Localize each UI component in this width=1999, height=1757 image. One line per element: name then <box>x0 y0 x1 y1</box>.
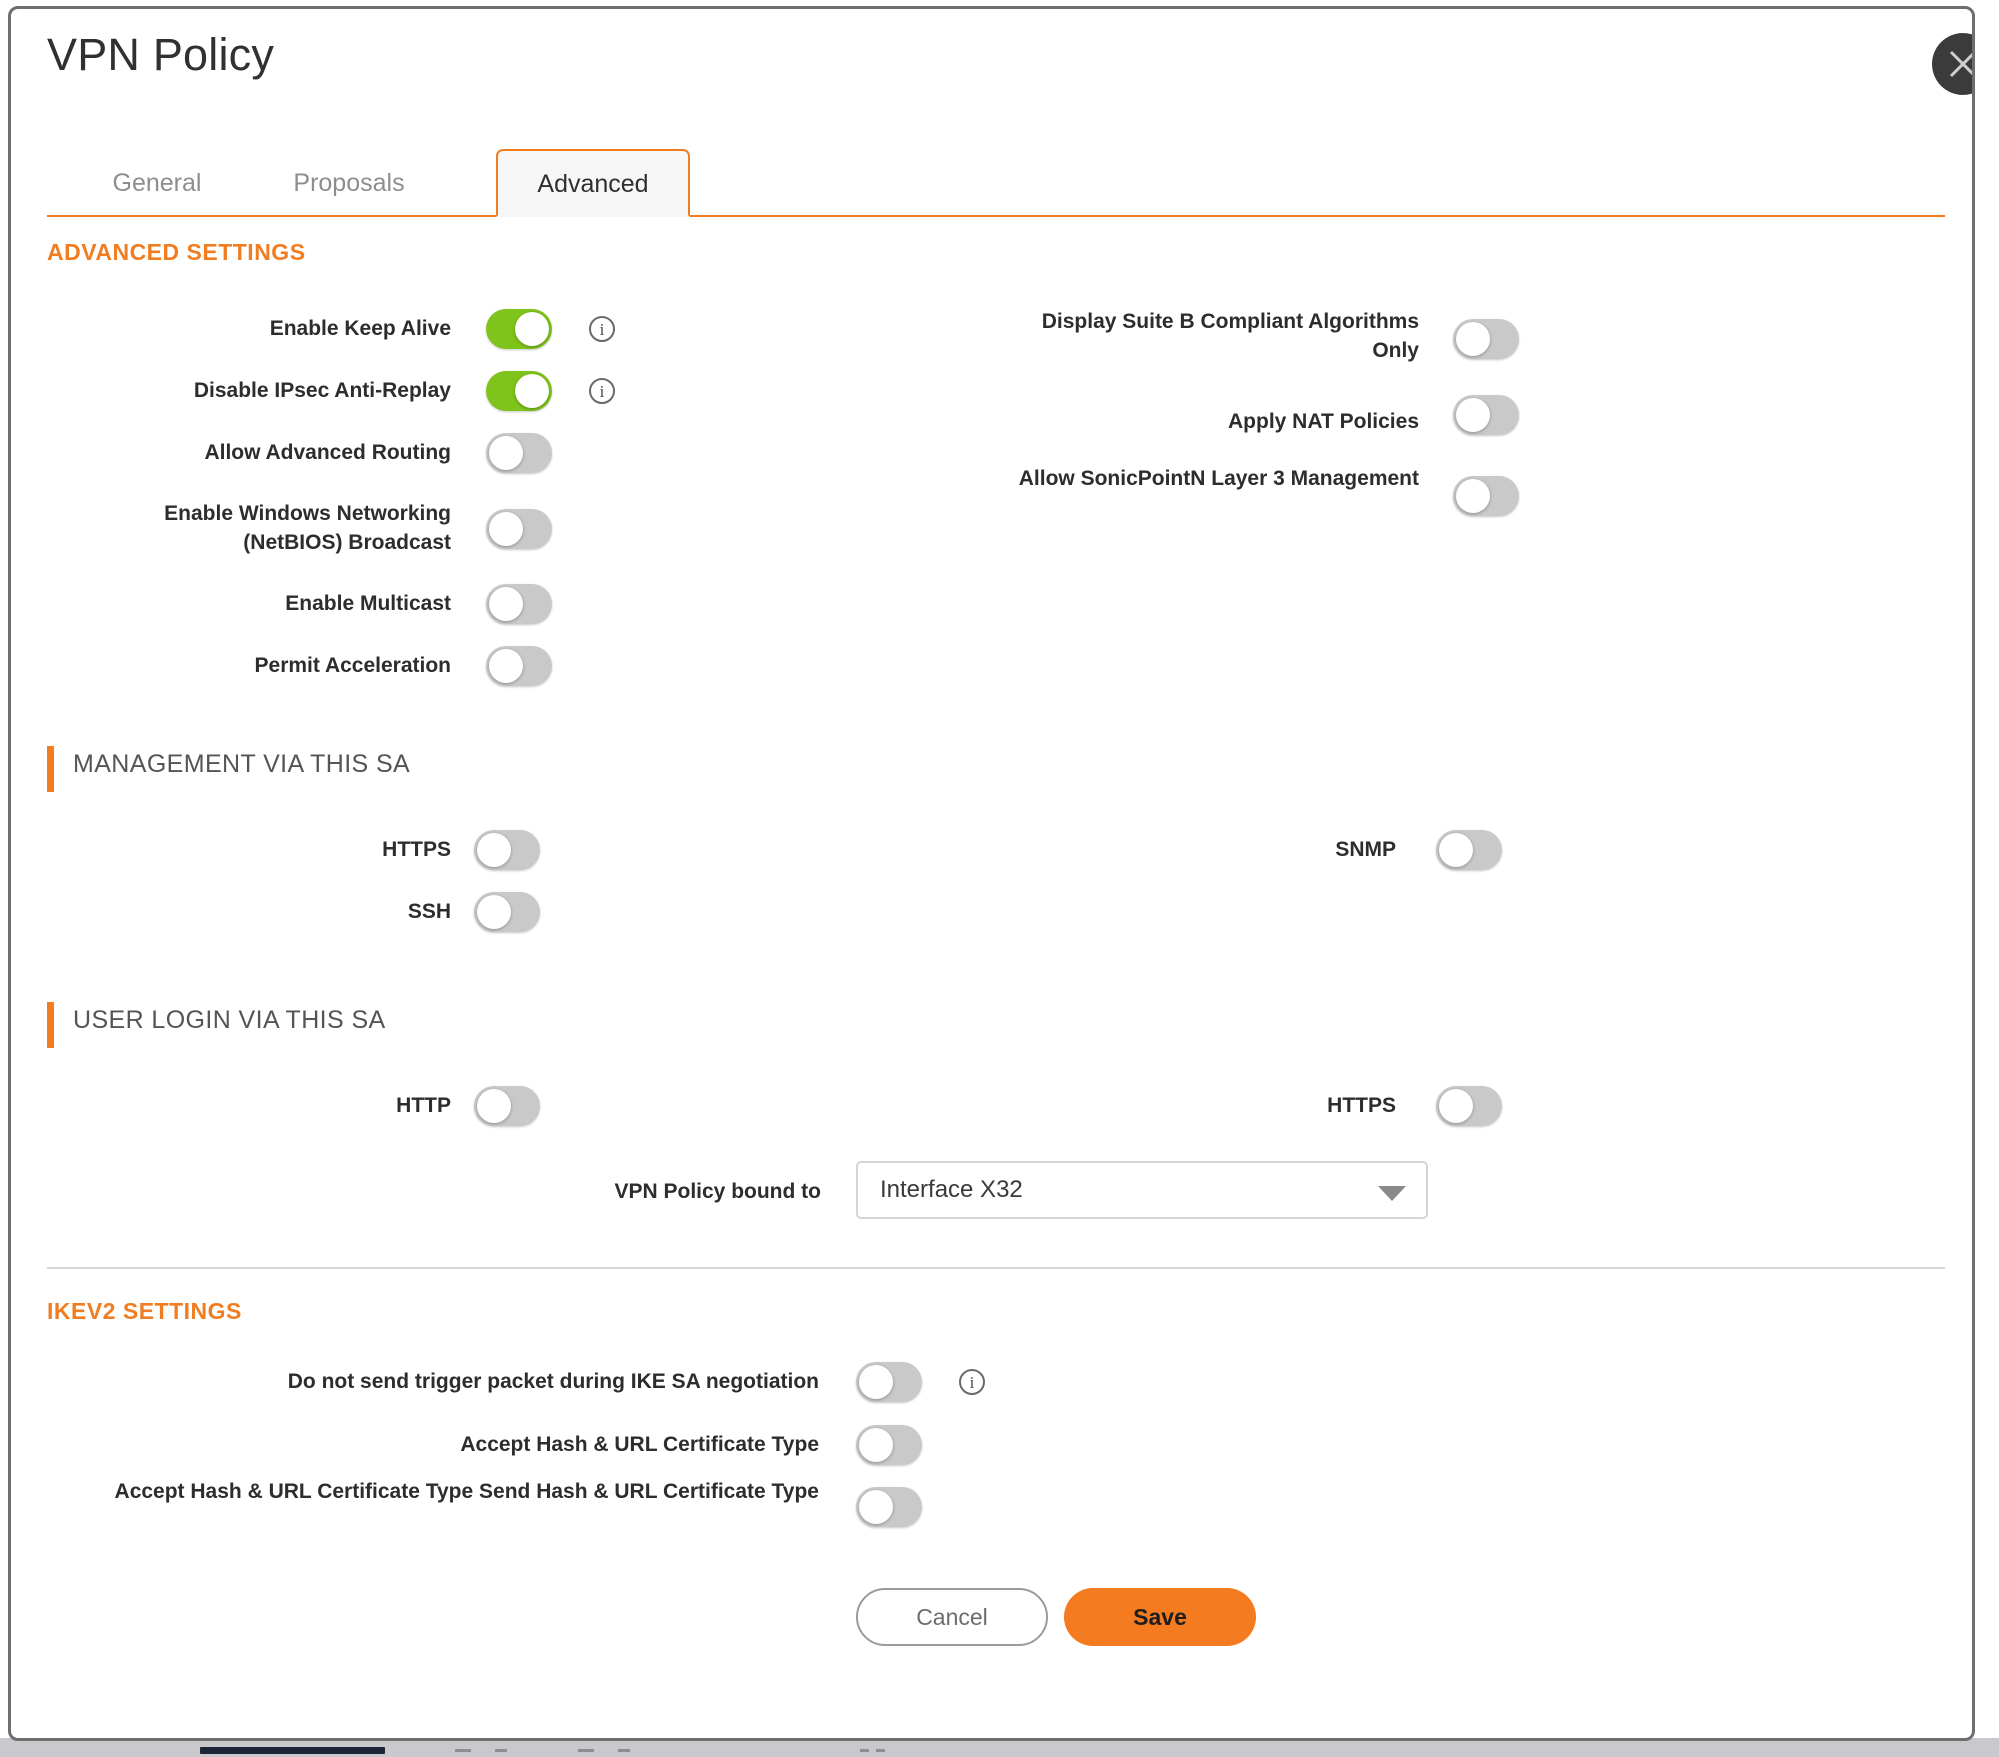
toggle-knob <box>859 1490 893 1524</box>
advanced-settings-heading: ADVANCED SETTINGS <box>47 239 306 265</box>
toggle-knob <box>859 1428 893 1462</box>
tab-bar: General Proposals Advanced <box>47 149 1945 217</box>
toggle-display-suite-b-compliant-algorithms-only[interactable] <box>1453 319 1519 359</box>
section-divider <box>47 1267 1945 1269</box>
label-accept-hash-url-certificate-type: Accept Hash & URL Certificate Type <box>460 1433 819 1456</box>
label-management-snmp: SNMP <box>1335 838 1396 861</box>
taskbar-item <box>200 1747 385 1754</box>
label-do-not-send-trigger-packet: Do not send trigger packet during IKE SA… <box>287 1370 819 1393</box>
section-title: USER LOGIN VIA THIS SA <box>73 1006 386 1034</box>
toggle-knob <box>1456 322 1490 356</box>
toggle-management-https[interactable] <box>474 830 540 870</box>
toggle-knob <box>477 1089 511 1123</box>
taskbar-tick <box>860 1749 869 1752</box>
info-icon-enable-keep-alive[interactable]: i <box>589 316 615 342</box>
toggle-accept-send-hash-url-certificate-type[interactable] <box>856 1487 922 1527</box>
taskbar-tick <box>876 1749 885 1752</box>
toggle-enable-multicast[interactable] <box>486 584 552 624</box>
section-title: MANAGEMENT VIA THIS SA <box>73 750 411 778</box>
toggle-user-login-https[interactable] <box>1436 1086 1502 1126</box>
label-allow-advanced-routing: Allow Advanced Routing <box>204 441 451 464</box>
toggle-accept-hash-url-certificate-type[interactable] <box>856 1425 922 1465</box>
toggle-knob <box>489 649 523 683</box>
tab-proposals[interactable]: Proposals <box>265 149 433 217</box>
taskbar-tick <box>495 1749 507 1752</box>
toggle-disable-ipsec-anti-replay[interactable] <box>486 371 552 411</box>
toggle-user-login-http[interactable] <box>474 1086 540 1126</box>
tab-advanced[interactable]: Advanced <box>496 149 690 217</box>
label-vpn-policy-bound-to: VPN Policy bound to <box>614 1180 821 1203</box>
label-display-suite-b-compliant-algorithms-only: Display Suite B Compliant Algorithms Onl… <box>1041 310 1419 362</box>
toggle-knob <box>489 512 523 546</box>
tab-general[interactable]: General <box>87 149 227 217</box>
label-management-ssh: SSH <box>407 900 451 923</box>
toggle-permit-acceleration[interactable] <box>486 646 552 686</box>
toggle-knob <box>1456 398 1490 432</box>
cancel-button[interactable]: Cancel <box>856 1588 1048 1646</box>
toggle-allow-advanced-routing[interactable] <box>486 433 552 473</box>
info-icon-disable-ipsec-anti-replay[interactable]: i <box>589 378 615 404</box>
label-accept-send-hash-url-certificate-type: Accept Hash & URL Certificate Type Send … <box>114 1480 819 1503</box>
label-permit-acceleration: Permit Acceleration <box>254 654 451 677</box>
toggle-enable-keep-alive[interactable] <box>486 309 552 349</box>
label-apply-nat-policies: Apply NAT Policies <box>1228 410 1419 433</box>
toggle-allow-sonicpointn-layer-3-management[interactable] <box>1453 476 1519 516</box>
page-title: VPN Policy <box>47 29 275 80</box>
label-user-login-http: HTTP <box>396 1094 451 1117</box>
toggle-knob <box>489 587 523 621</box>
toggle-knob <box>515 374 549 408</box>
label-disable-ipsec-anti-replay: Disable IPsec Anti-Replay <box>193 379 451 402</box>
toggle-do-not-send-trigger-packet[interactable] <box>856 1362 922 1402</box>
section-accent-bar <box>47 746 54 792</box>
select-vpn-policy-bound-to[interactable]: Interface X32 <box>856 1161 1428 1219</box>
toggle-knob <box>489 436 523 470</box>
label-allow-sonicpointn-layer-3-management: Allow SonicPointN Layer 3 Management <box>1018 467 1419 490</box>
section-accent-bar <box>47 1002 54 1048</box>
close-button[interactable] <box>1932 33 1972 95</box>
taskbar-tick <box>455 1749 471 1752</box>
toggle-management-snmp[interactable] <box>1436 830 1502 870</box>
toggle-knob <box>1439 833 1473 867</box>
taskbar-tick <box>578 1749 594 1752</box>
toggle-knob <box>515 312 549 346</box>
label-enable-multicast: Enable Multicast <box>285 592 451 615</box>
save-button[interactable]: Save <box>1064 1588 1256 1646</box>
chevron-down-icon <box>1378 1186 1406 1201</box>
toggle-apply-nat-policies[interactable] <box>1453 395 1519 435</box>
toggle-management-ssh[interactable] <box>474 892 540 932</box>
ikev2-settings-heading: IKEV2 SETTINGS <box>47 1298 242 1324</box>
tab-bar-underline <box>47 215 1945 217</box>
taskbar-tick <box>618 1749 630 1752</box>
toggle-knob <box>477 833 511 867</box>
info-icon-do-not-send-trigger-packet[interactable]: i <box>959 1369 985 1395</box>
toggle-enable-windows-networking-netbios-broadcast[interactable] <box>486 509 552 549</box>
select-value: Interface X32 <box>880 1176 1023 1203</box>
desktop-taskbar-strip <box>0 1738 1999 1757</box>
toggle-knob <box>859 1365 893 1399</box>
label-enable-keep-alive: Enable Keep Alive <box>269 317 451 340</box>
label-enable-windows-networking-netbios-broadcast: Enable Windows Networking (NetBIOS) Broa… <box>164 502 451 554</box>
toggle-knob <box>1456 479 1490 513</box>
toggle-knob <box>477 895 511 929</box>
vpn-policy-dialog: VPN Policy General Proposals Advanced AD… <box>8 6 1975 1741</box>
label-management-https: HTTPS <box>382 838 451 861</box>
label-user-login-https: HTTPS <box>1327 1094 1396 1117</box>
toggle-knob <box>1439 1089 1473 1123</box>
close-icon <box>1949 50 1972 78</box>
